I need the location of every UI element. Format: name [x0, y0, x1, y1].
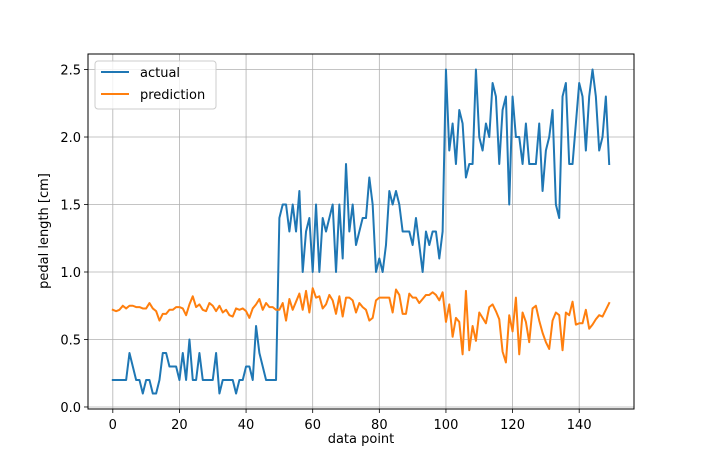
x-tick-label: 60 — [304, 418, 321, 433]
legend-label-actual: actual — [140, 66, 180, 81]
x-axis: 0 20 40 60 80 100 120 140 — [109, 409, 592, 433]
y-tick-label: 0.5 — [60, 333, 81, 348]
x-tick-label: 80 — [371, 418, 388, 433]
x-tick-label: 20 — [171, 418, 188, 433]
grid — [88, 54, 634, 409]
x-tick-label: 40 — [238, 418, 255, 433]
series-line-prediction — [111, 287, 611, 364]
x-tick-label: 120 — [500, 418, 525, 433]
y-tick-label: 0.0 — [60, 401, 81, 416]
legend-label-prediction: prediction — [140, 88, 205, 103]
y-tick-label: 1.5 — [60, 199, 81, 214]
x-axis-label: data point — [328, 432, 395, 447]
series-line-actual — [111, 68, 611, 395]
y-axis-label: pedal length [cm] — [37, 173, 52, 289]
x-tick-label: 0 — [109, 418, 117, 433]
y-tick-label: 2.0 — [60, 131, 81, 146]
y-axis: 0.0 0.5 1.0 1.5 2.0 2.5 — [60, 64, 88, 416]
series-layer — [111, 68, 611, 395]
x-tick-label: 100 — [434, 418, 459, 433]
legend: actual prediction — [94, 60, 217, 110]
y-tick-label: 1.0 — [60, 266, 81, 281]
x-tick-label: 140 — [567, 418, 592, 433]
plot-frame — [87, 53, 635, 410]
y-tick-label: 2.5 — [60, 64, 81, 79]
